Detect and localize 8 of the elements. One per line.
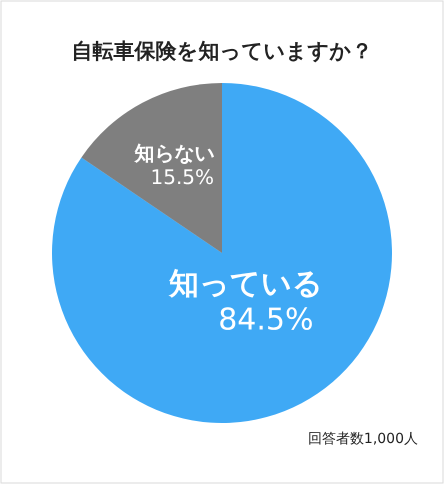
pie-slice bbox=[81, 83, 222, 253]
text: 回答者数1,000人 bbox=[308, 431, 418, 447]
slice-label: 知らない bbox=[133, 140, 214, 165]
pie-slice bbox=[52, 83, 392, 423]
slice-label: 知っている bbox=[168, 266, 323, 302]
data-label: 84.5% bbox=[218, 302, 314, 338]
data-label: 15.5% bbox=[150, 164, 214, 189]
chart-title: 自転車保険を知っていますか？ bbox=[72, 39, 372, 63]
